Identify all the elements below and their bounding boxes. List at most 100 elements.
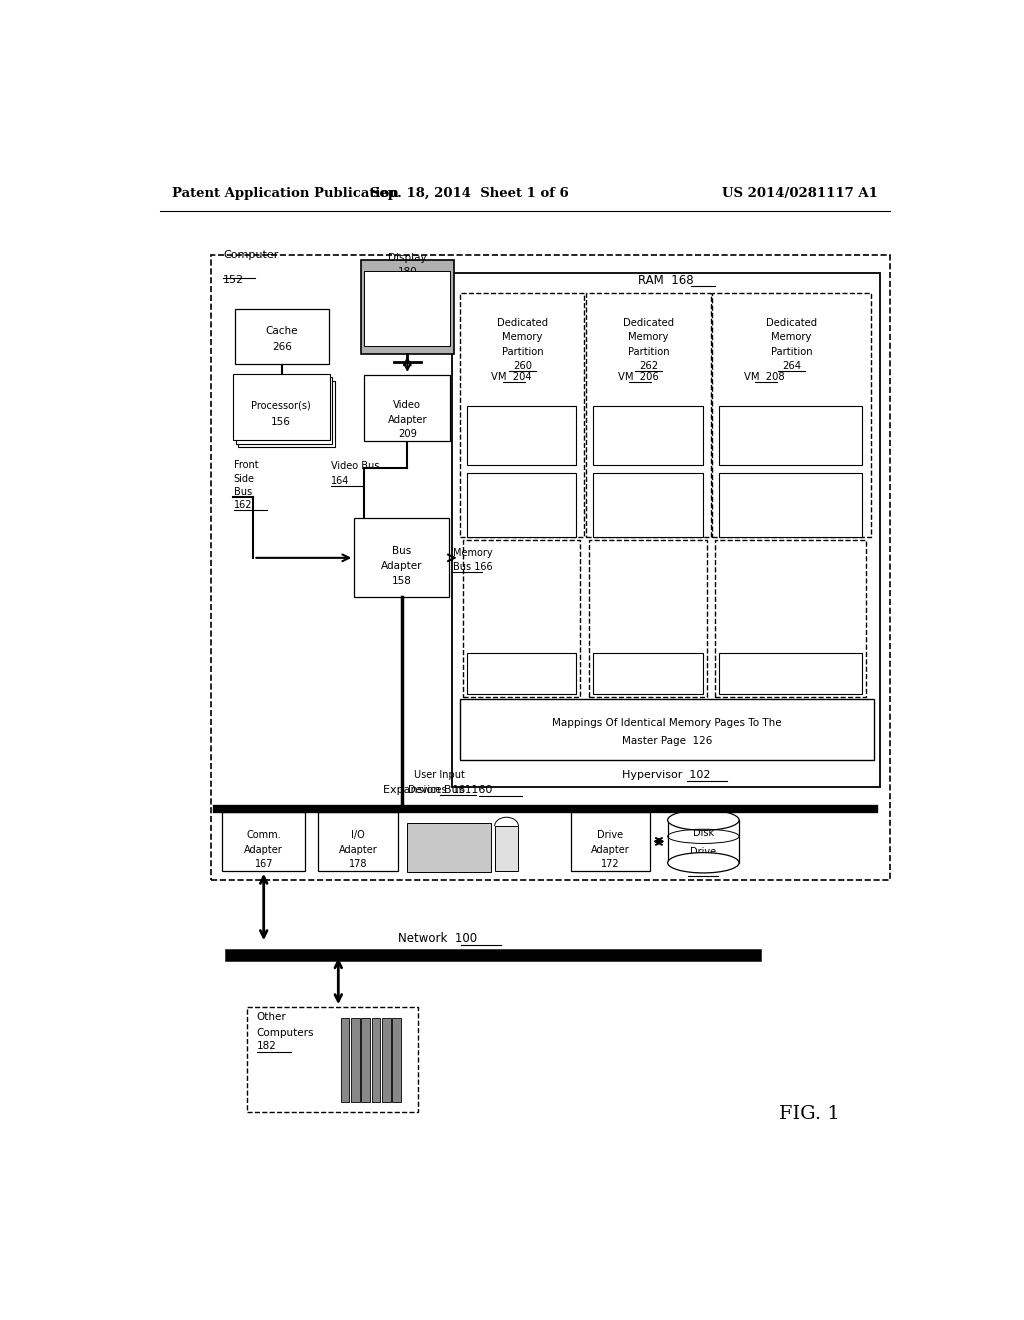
Text: Network  100: Network 100 [398, 932, 477, 945]
Text: Partition: Partition [771, 347, 812, 356]
FancyBboxPatch shape [236, 378, 333, 444]
FancyBboxPatch shape [467, 653, 577, 694]
Text: Bus: Bus [233, 487, 252, 496]
Text: Page  224: Page 224 [498, 669, 546, 678]
Text: Adapter: Adapter [339, 845, 378, 854]
Text: Application: Application [495, 426, 549, 436]
FancyBboxPatch shape [593, 407, 702, 466]
FancyBboxPatch shape [495, 826, 518, 871]
Text: Side: Side [233, 474, 255, 483]
Ellipse shape [668, 853, 739, 873]
Text: 167: 167 [254, 859, 273, 869]
Text: Drive: Drive [690, 846, 717, 857]
Text: Partition: Partition [628, 347, 670, 356]
Text: Dedicated: Dedicated [766, 318, 817, 329]
Text: 178: 178 [349, 859, 368, 869]
Text: 209: 209 [398, 429, 417, 438]
Text: Mappings Of Identical Memory Pages To The: Mappings Of Identical Memory Pages To Th… [552, 718, 781, 727]
Text: Devices  181: Devices 181 [409, 784, 471, 795]
Text: Adapter: Adapter [591, 845, 630, 854]
Text: Page  228: Page 228 [766, 669, 815, 678]
FancyBboxPatch shape [719, 407, 862, 466]
FancyBboxPatch shape [570, 812, 650, 871]
FancyBboxPatch shape [318, 812, 397, 871]
FancyBboxPatch shape [467, 474, 577, 536]
Text: 264: 264 [782, 360, 801, 371]
Text: 212: 212 [639, 442, 657, 451]
Text: Bus 166: Bus 166 [454, 562, 493, 572]
Text: Computers: Computers [257, 1027, 314, 1038]
Text: 182: 182 [257, 1040, 276, 1051]
Text: 158: 158 [392, 577, 412, 586]
FancyBboxPatch shape [467, 407, 577, 466]
Text: 262: 262 [639, 360, 658, 371]
FancyBboxPatch shape [392, 1018, 401, 1102]
Text: 266: 266 [272, 342, 292, 352]
FancyBboxPatch shape [341, 1018, 349, 1102]
Text: Memory: Memory [629, 333, 669, 342]
Text: Dedicated: Dedicated [623, 318, 674, 329]
Text: Processor(s): Processor(s) [251, 400, 311, 411]
FancyBboxPatch shape [460, 700, 873, 760]
Text: 170: 170 [694, 865, 713, 875]
Text: Application: Application [763, 426, 818, 436]
FancyBboxPatch shape [668, 820, 739, 863]
Text: System  218: System 218 [617, 511, 678, 521]
Text: Display: Display [388, 253, 427, 263]
FancyBboxPatch shape [452, 273, 881, 787]
FancyBboxPatch shape [351, 1018, 359, 1102]
Text: Drive: Drive [597, 830, 624, 841]
FancyBboxPatch shape [372, 1018, 380, 1102]
Text: 156: 156 [271, 417, 291, 426]
Text: I/O: I/O [351, 830, 365, 841]
Text: Memory: Memory [454, 548, 493, 558]
Text: 152: 152 [223, 276, 245, 285]
Text: User Input: User Input [415, 771, 465, 780]
Text: 210: 210 [512, 442, 530, 451]
Text: Disk: Disk [693, 828, 714, 838]
Text: Bus: Bus [392, 545, 412, 556]
Ellipse shape [668, 810, 739, 830]
Text: 162: 162 [233, 500, 252, 510]
Text: Partition: Partition [502, 347, 543, 356]
Text: Sep. 18, 2014  Sheet 1 of 6: Sep. 18, 2014 Sheet 1 of 6 [370, 187, 568, 201]
Text: 180: 180 [397, 267, 417, 277]
FancyBboxPatch shape [593, 474, 702, 536]
Text: Other: Other [257, 1012, 287, 1022]
Text: Operating: Operating [766, 495, 815, 506]
Text: Hypervisor  102: Hypervisor 102 [622, 771, 711, 780]
Text: Adapter: Adapter [245, 845, 283, 854]
Text: Dedicated: Dedicated [497, 318, 548, 329]
FancyBboxPatch shape [221, 812, 305, 871]
Text: VM  204: VM 204 [492, 372, 532, 381]
Text: System  220: System 220 [760, 511, 821, 521]
Text: Application: Application [621, 426, 675, 436]
Text: US 2014/0281117 A1: US 2014/0281117 A1 [722, 187, 878, 201]
Text: Master Page  126: Master Page 126 [622, 735, 712, 746]
FancyBboxPatch shape [719, 474, 862, 536]
FancyBboxPatch shape [593, 653, 702, 694]
FancyBboxPatch shape [365, 375, 451, 441]
FancyBboxPatch shape [239, 381, 335, 447]
Text: Expansion Bus  160: Expansion Bus 160 [383, 784, 493, 795]
Text: Operating: Operating [624, 495, 672, 506]
Text: Computer: Computer [223, 249, 279, 260]
FancyBboxPatch shape [382, 1018, 391, 1102]
FancyBboxPatch shape [408, 824, 490, 873]
FancyBboxPatch shape [361, 1018, 370, 1102]
Text: 214: 214 [781, 442, 800, 451]
Text: Front: Front [233, 461, 258, 470]
Text: Operating: Operating [498, 495, 546, 506]
FancyBboxPatch shape [360, 260, 455, 354]
FancyBboxPatch shape [232, 374, 330, 440]
Text: Video Bus: Video Bus [331, 462, 380, 471]
Text: Comm.: Comm. [247, 830, 281, 841]
Text: 260: 260 [513, 360, 531, 371]
FancyBboxPatch shape [365, 271, 451, 346]
Text: VM  206: VM 206 [617, 372, 658, 381]
Text: Video: Video [393, 400, 421, 411]
FancyBboxPatch shape [719, 653, 862, 694]
Text: 164: 164 [331, 475, 349, 486]
Text: 172: 172 [601, 859, 620, 869]
Text: VM  208: VM 208 [743, 372, 784, 381]
